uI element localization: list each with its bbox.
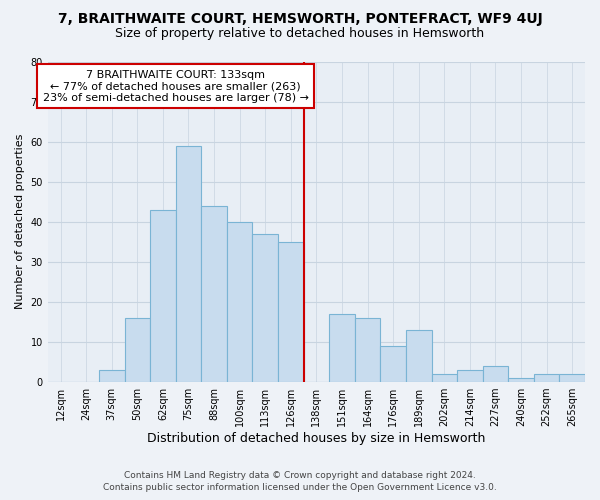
Bar bbox=[482, 366, 508, 382]
Bar bbox=[99, 370, 125, 382]
Bar bbox=[150, 210, 176, 382]
Bar bbox=[457, 370, 482, 382]
Bar bbox=[380, 346, 406, 382]
Bar bbox=[508, 378, 534, 382]
Text: 7 BRAITHWAITE COURT: 133sqm
← 77% of detached houses are smaller (263)
23% of se: 7 BRAITHWAITE COURT: 133sqm ← 77% of det… bbox=[43, 70, 308, 102]
Bar bbox=[406, 330, 431, 382]
Bar bbox=[431, 374, 457, 382]
Text: Contains HM Land Registry data © Crown copyright and database right 2024.
Contai: Contains HM Land Registry data © Crown c… bbox=[103, 471, 497, 492]
Text: Size of property relative to detached houses in Hemsworth: Size of property relative to detached ho… bbox=[115, 28, 485, 40]
X-axis label: Distribution of detached houses by size in Hemsworth: Distribution of detached houses by size … bbox=[147, 432, 485, 445]
Bar bbox=[227, 222, 253, 382]
Text: 7, BRAITHWAITE COURT, HEMSWORTH, PONTEFRACT, WF9 4UJ: 7, BRAITHWAITE COURT, HEMSWORTH, PONTEFR… bbox=[58, 12, 542, 26]
Y-axis label: Number of detached properties: Number of detached properties bbox=[15, 134, 25, 310]
Bar bbox=[176, 146, 201, 382]
Bar bbox=[253, 234, 278, 382]
Bar bbox=[559, 374, 585, 382]
Bar bbox=[201, 206, 227, 382]
Bar bbox=[329, 314, 355, 382]
Bar bbox=[278, 242, 304, 382]
Bar bbox=[125, 318, 150, 382]
Bar bbox=[534, 374, 559, 382]
Bar bbox=[355, 318, 380, 382]
